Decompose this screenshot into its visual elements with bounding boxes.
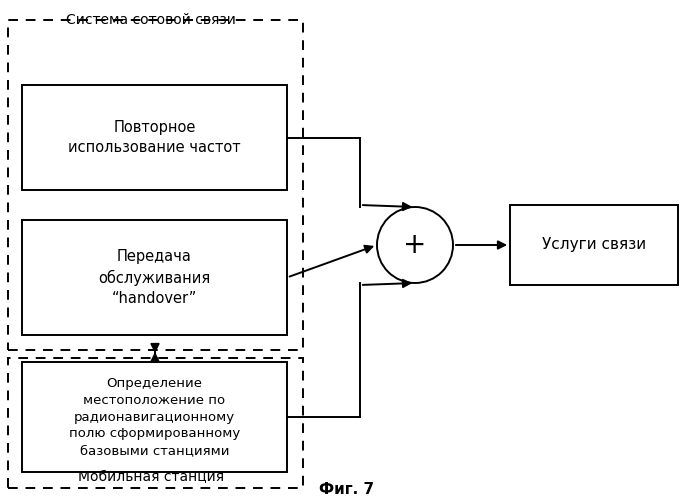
Circle shape <box>377 207 453 283</box>
Bar <box>8 358 303 488</box>
Text: Передача
обслуживания
“handover”: Передача обслуживания “handover” <box>99 250 211 306</box>
Bar <box>510 205 678 285</box>
Text: Определение
местоположение по
радионавигационному
полю сформированному
базовыми : Определение местоположение по радионавиг… <box>69 376 240 458</box>
Text: Система сотовой связи: Система сотовой связи <box>66 13 236 27</box>
Text: Повторное
использование частот: Повторное использование частот <box>68 120 240 155</box>
Text: Услуги связи: Услуги связи <box>542 238 646 252</box>
Bar <box>22 85 287 190</box>
Text: +: + <box>403 231 427 259</box>
Text: Мобильная станция: Мобильная станция <box>78 470 224 484</box>
Bar <box>22 220 287 335</box>
Bar <box>8 20 303 350</box>
Bar <box>22 362 287 472</box>
Text: Фиг. 7: Фиг. 7 <box>320 482 375 497</box>
